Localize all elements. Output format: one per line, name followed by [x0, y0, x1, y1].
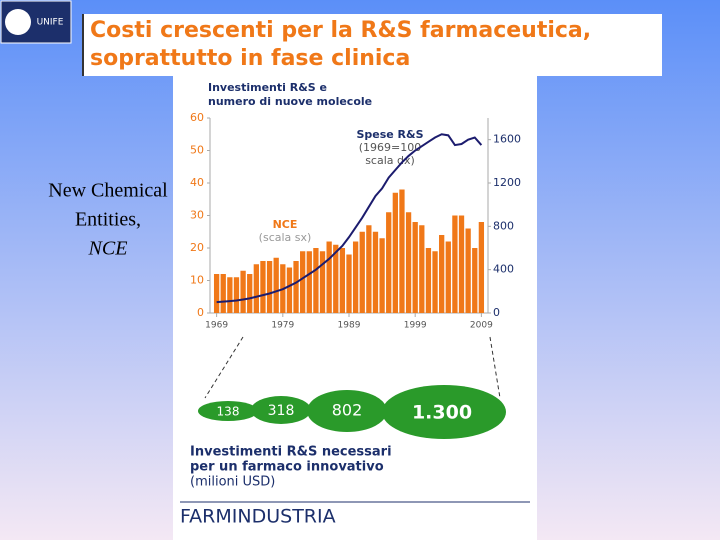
- chart-title: Investimenti R&S e: [208, 81, 327, 94]
- bar: [313, 248, 319, 313]
- bar: [386, 212, 392, 313]
- y2-tick-label: 400: [493, 263, 514, 276]
- bubble: [382, 385, 506, 439]
- bar: [273, 257, 279, 313]
- annotation: (scala sx): [259, 231, 312, 244]
- bar: [300, 251, 306, 313]
- side-label: New Chemical: [48, 180, 168, 202]
- bar: [286, 267, 293, 313]
- bar: [233, 277, 240, 313]
- annotation: NCE: [273, 218, 298, 231]
- bar: [213, 274, 220, 313]
- bar: [379, 238, 385, 313]
- side-label: NCE: [88, 238, 128, 260]
- line: [216, 133, 483, 304]
- chart-title: numero di nuove molecole: [208, 95, 372, 108]
- logo-text: UNIFE: [37, 18, 64, 28]
- bar: [293, 261, 299, 313]
- bar: [352, 241, 359, 313]
- y2-tick-label: 800: [493, 219, 514, 232]
- bar: [445, 241, 451, 313]
- title: Costi crescenti per la R&S farmaceutica,: [90, 18, 591, 43]
- y-tick-label: 0: [197, 306, 204, 319]
- x-tick-label: 2009: [470, 321, 493, 331]
- y2-tick-label: 1600: [493, 133, 521, 146]
- bar: [346, 254, 352, 313]
- bar: [333, 244, 339, 313]
- bubble-label: 1.300: [412, 402, 472, 424]
- bar: [372, 231, 379, 313]
- side-label: Entities,: [75, 209, 141, 231]
- bar: [359, 231, 365, 313]
- x-tick-label: 1979: [271, 321, 294, 331]
- bar: [405, 212, 412, 313]
- bar: [266, 261, 273, 313]
- title: soprattutto in fase clinica: [90, 46, 410, 71]
- bubble-label: 318: [268, 403, 295, 419]
- bar: [220, 274, 226, 313]
- y-tick-label: 10: [190, 274, 204, 287]
- bar: [472, 248, 478, 313]
- bar: [319, 251, 326, 313]
- y-tick-label: 40: [190, 176, 204, 189]
- bubble: [251, 396, 311, 424]
- y-tick-label: 30: [190, 209, 204, 222]
- bar: [399, 189, 405, 313]
- bubble-label: 802: [332, 401, 363, 420]
- footnote: per un farmaco innovativo: [190, 460, 384, 475]
- y-tick-label: 50: [190, 144, 204, 157]
- bar: [452, 215, 458, 313]
- bubble: [307, 390, 387, 432]
- annotation: Spese R&S: [356, 128, 423, 141]
- bar: [392, 192, 398, 313]
- bar: [260, 261, 266, 313]
- y-tick-label: 20: [190, 241, 204, 254]
- annotation: (1969=100: [359, 141, 422, 154]
- bar: [240, 270, 246, 313]
- bar: [253, 264, 259, 313]
- logo-emblem: [5, 9, 31, 35]
- bar: [432, 251, 438, 313]
- bar: [366, 225, 372, 313]
- title-box: [82, 14, 662, 76]
- x-tick-label: 1999: [404, 321, 427, 331]
- bar: [425, 248, 432, 313]
- annotation: scala dx): [365, 154, 415, 167]
- bar: [412, 222, 418, 313]
- bar: [439, 235, 445, 313]
- footnote: (milioni USD): [190, 475, 275, 490]
- brand: FARMINDUSTRIA: [180, 506, 336, 528]
- bar: [247, 274, 253, 313]
- bar: [227, 277, 233, 313]
- bubble-label: 138: [217, 405, 240, 419]
- bar: [458, 215, 465, 313]
- bar: [339, 248, 346, 313]
- connector: [204, 336, 244, 399]
- connector: [489, 336, 501, 399]
- bubble: [198, 401, 258, 421]
- bar: [419, 225, 425, 313]
- bar: [478, 222, 485, 313]
- bar: [326, 241, 332, 313]
- y2-tick-label: 0: [493, 306, 500, 319]
- footnote: Investimenti R&S necessari: [190, 445, 392, 460]
- y2-tick-label: 1200: [493, 176, 521, 189]
- y-tick-label: 60: [190, 111, 204, 124]
- bar: [465, 228, 471, 313]
- x-tick-label: 1969: [205, 321, 228, 331]
- x-tick-label: 1989: [338, 321, 361, 331]
- bar: [306, 251, 312, 313]
